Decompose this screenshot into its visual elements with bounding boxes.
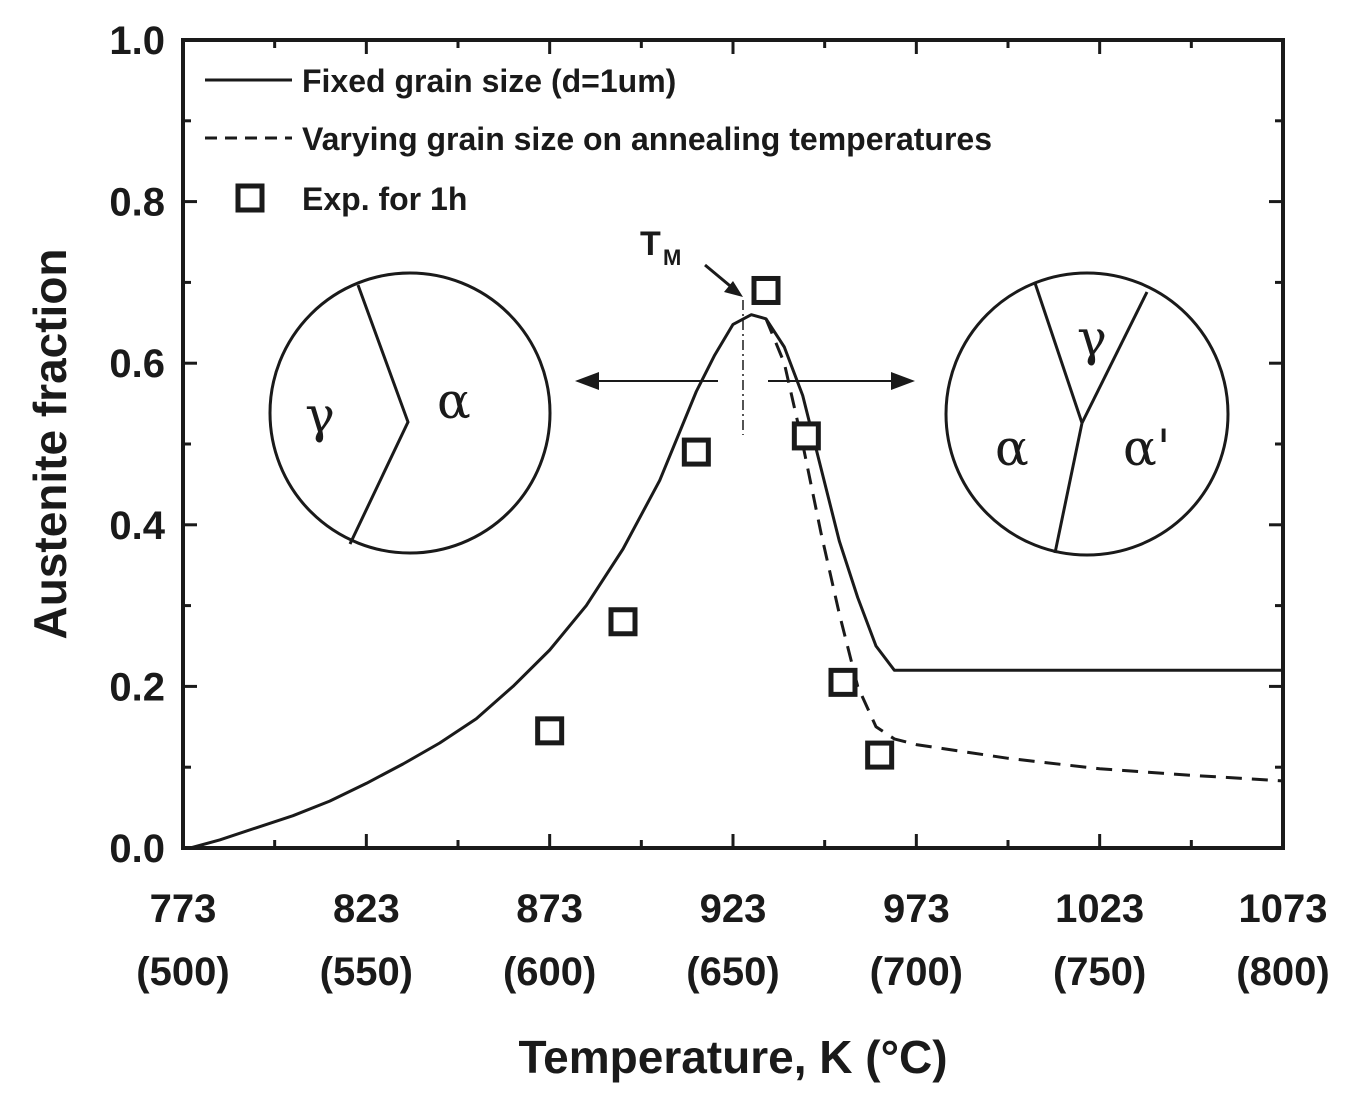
right-microstructure-inset: γ α α' bbox=[944, 271, 1230, 557]
x-tick-label: 923 bbox=[700, 887, 767, 931]
experiment-marker-2 bbox=[681, 437, 711, 467]
right-inset-alpha-prime: α' bbox=[1123, 419, 1171, 477]
right-arrow-head bbox=[891, 372, 915, 390]
tm-subscript: M bbox=[663, 245, 681, 270]
experiment-marker-6 bbox=[865, 740, 895, 770]
y-tick-label: 0.6 bbox=[109, 342, 165, 386]
x-tick-sublabel: (500) bbox=[136, 950, 229, 994]
tm-arrow-head bbox=[724, 281, 743, 297]
y-tick-label: 0.8 bbox=[109, 181, 165, 225]
x-tick-sublabel: (550) bbox=[320, 950, 413, 994]
experiment-markers bbox=[535, 275, 895, 770]
y-axis-title: Austenite fraction bbox=[24, 248, 76, 639]
legend-label-experiment: Exp. for 1h bbox=[302, 181, 467, 217]
experiment-marker-4 bbox=[791, 421, 821, 451]
tm-annotation: T M bbox=[640, 225, 744, 435]
tm-label: T bbox=[640, 225, 661, 263]
y-tick-label: 1.0 bbox=[109, 19, 165, 63]
experiment-marker-3 bbox=[751, 275, 781, 305]
x-tick-label: 823 bbox=[333, 887, 400, 931]
series-line-solid bbox=[189, 313, 1283, 850]
experiment-marker-0 bbox=[535, 716, 565, 746]
x-tick-sublabel: (750) bbox=[1053, 950, 1146, 994]
left-inset-circle bbox=[268, 271, 552, 555]
x-tick-sublabel: (700) bbox=[870, 950, 963, 994]
y-tick-label: 0.4 bbox=[109, 504, 165, 548]
left-inset-boundary bbox=[348, 284, 410, 545]
x-tick-label: 973 bbox=[883, 887, 950, 931]
legend-label-varying: Varying grain size on annealing temperat… bbox=[302, 121, 992, 157]
right-inset-alpha: α bbox=[995, 419, 1029, 477]
y-tick-label: 0.0 bbox=[109, 827, 165, 871]
axis-tick-labels: 773 (500) 823 (550) 873 (600) 923 (650) 973 (700)… bbox=[109, 19, 1329, 994]
x-tick-sublabel: (800) bbox=[1236, 950, 1329, 994]
legend-label-fixed: Fixed grain size (d=1um) bbox=[302, 63, 676, 99]
x-tick-label: 1073 bbox=[1239, 887, 1328, 931]
left-arrow-head bbox=[575, 372, 599, 390]
y-tick-label: 0.2 bbox=[109, 665, 165, 709]
left-inset-gamma: γ bbox=[305, 386, 335, 444]
x-tick-sublabel: (650) bbox=[686, 950, 779, 994]
x-axis-title: Temperature, K (°C) bbox=[518, 1031, 947, 1083]
right-inset-boundary-2 bbox=[1080, 291, 1149, 424]
right-inset-boundary-3 bbox=[1053, 422, 1084, 554]
left-microstructure-inset: γ α bbox=[268, 271, 552, 555]
axis-ticks bbox=[181, 38, 1285, 850]
left-inset-alpha: α bbox=[437, 372, 471, 430]
legend-square-marker bbox=[235, 183, 265, 213]
right-inset-gamma: γ bbox=[1077, 309, 1107, 367]
x-tick-label: 873 bbox=[516, 887, 583, 931]
legend: Fixed grain size (d=1um) Varying grain s… bbox=[205, 63, 992, 217]
x-tick-sublabel: (600) bbox=[503, 950, 596, 994]
right-inset-boundary-1 bbox=[1033, 282, 1084, 424]
experiment-marker-5 bbox=[828, 667, 858, 697]
direction-arrows bbox=[575, 372, 915, 390]
x-tick-label: 773 bbox=[150, 887, 217, 931]
x-tick-label: 1023 bbox=[1055, 887, 1144, 931]
experiment-marker-1 bbox=[608, 607, 638, 637]
